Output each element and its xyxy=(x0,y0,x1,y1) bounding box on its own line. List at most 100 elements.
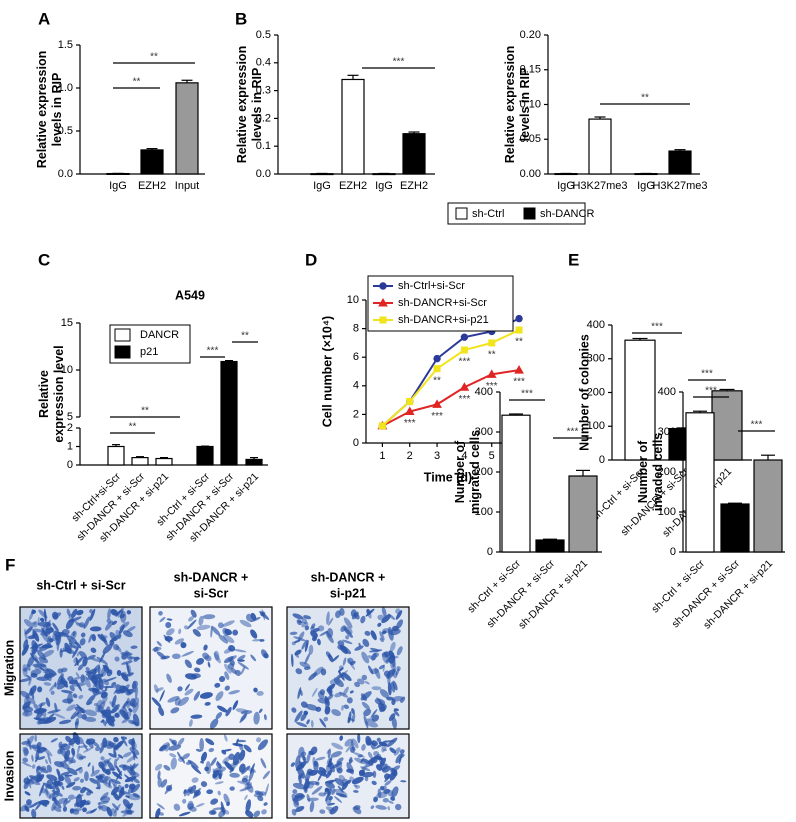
cell xyxy=(325,806,336,812)
cell xyxy=(361,651,370,664)
y-tick-label: 0.5 xyxy=(58,125,73,137)
cell xyxy=(74,794,84,799)
cell xyxy=(45,786,49,796)
cell xyxy=(239,619,252,628)
cell xyxy=(239,749,246,761)
cell xyxy=(66,608,71,617)
cell xyxy=(106,706,111,713)
cell xyxy=(128,783,136,790)
x-tick-label: 1 xyxy=(379,450,385,462)
cell xyxy=(30,652,34,659)
cell xyxy=(244,794,248,801)
cell xyxy=(393,709,400,717)
cell xyxy=(185,673,198,680)
cell xyxy=(264,783,269,797)
cell xyxy=(46,620,51,629)
y-axis-label: Relative expression xyxy=(235,46,249,163)
cell xyxy=(348,756,353,765)
cell xyxy=(222,620,235,627)
legend-label: sh-DANCR xyxy=(540,208,594,220)
column-title: si-Scr xyxy=(194,586,229,600)
cell xyxy=(365,738,372,746)
cell xyxy=(29,685,37,696)
cell xyxy=(72,693,78,699)
cell xyxy=(85,810,96,814)
y-tick-label: 0.0 xyxy=(256,168,271,180)
cell xyxy=(98,774,104,779)
cell xyxy=(89,609,94,614)
cell xyxy=(191,765,202,775)
cell xyxy=(203,644,208,651)
cell xyxy=(59,745,68,758)
point xyxy=(433,354,441,363)
cell xyxy=(237,659,245,662)
cell xyxy=(338,670,345,681)
cell xyxy=(373,796,379,803)
cell xyxy=(194,791,199,798)
cell xyxy=(31,622,37,625)
cell xyxy=(299,661,311,668)
cell xyxy=(388,628,401,636)
significance-label: ** xyxy=(515,337,523,348)
cell xyxy=(75,680,82,692)
cell xyxy=(39,643,51,652)
cell xyxy=(56,638,60,652)
y-tick-label: 200 xyxy=(658,466,676,478)
cell xyxy=(354,681,360,688)
cell xyxy=(23,667,28,672)
cell xyxy=(228,753,235,761)
bar xyxy=(568,475,598,553)
cell xyxy=(391,696,404,702)
bar xyxy=(196,445,214,466)
cell xyxy=(33,703,40,711)
cell xyxy=(214,682,221,688)
point xyxy=(460,333,469,341)
y-tick-label: 0 xyxy=(487,546,493,558)
y-tick-label: 0.00 xyxy=(520,168,541,180)
y-axis-label: Number of xyxy=(636,440,650,503)
cell xyxy=(232,751,241,766)
cell xyxy=(92,688,99,696)
cell xyxy=(75,767,83,772)
legend-swatch xyxy=(114,345,131,359)
y-tick-label: 6 xyxy=(353,351,359,363)
cell xyxy=(43,800,50,806)
cell xyxy=(395,753,403,764)
cell xyxy=(239,713,248,723)
y-tick-label: 0.15 xyxy=(520,64,541,76)
cell xyxy=(33,708,47,714)
y-tick-label: 200 xyxy=(475,466,493,478)
cell xyxy=(155,808,161,819)
cell xyxy=(215,691,224,701)
cell xyxy=(69,685,75,692)
cell xyxy=(361,771,374,778)
cell xyxy=(310,630,318,639)
cell xyxy=(121,706,129,720)
cell xyxy=(315,756,326,761)
legend-swatch xyxy=(523,207,536,220)
cell xyxy=(68,613,72,619)
cell xyxy=(262,770,271,780)
cell xyxy=(164,636,173,642)
cell xyxy=(121,717,131,724)
cell xyxy=(360,758,364,763)
cell xyxy=(251,638,262,642)
significance-label: *** xyxy=(705,386,717,397)
cell xyxy=(224,809,230,815)
cell xyxy=(214,650,220,661)
y-tick-label: 0.10 xyxy=(520,98,541,110)
cell xyxy=(392,660,396,673)
cell xyxy=(69,616,82,623)
cell xyxy=(217,790,221,796)
cell xyxy=(362,638,370,647)
cell xyxy=(326,611,330,625)
cell xyxy=(200,751,208,762)
cell xyxy=(378,664,385,670)
cell xyxy=(393,747,401,756)
cell xyxy=(361,701,371,710)
cell xyxy=(208,810,216,815)
cell xyxy=(24,791,31,796)
significance-label: *** xyxy=(404,418,416,429)
y-tick-label: 0 xyxy=(353,437,359,449)
cell xyxy=(214,781,224,785)
